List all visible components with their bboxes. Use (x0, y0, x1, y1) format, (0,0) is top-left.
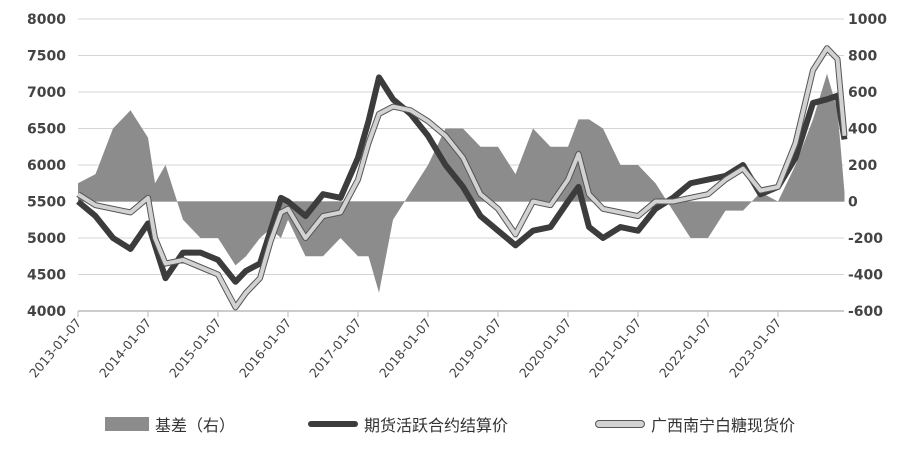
x-tick-label: 2015-01-07 (166, 315, 224, 380)
x-tick-label: 2018-01-07 (376, 315, 434, 380)
legend-swatch-basis (105, 417, 149, 431)
right-tick-label: -600 (848, 304, 883, 320)
legend-label-futures: 期货活跃合约结算价 (364, 416, 509, 435)
left-tick-label: 5000 (27, 231, 66, 247)
legend-label-spot: 广西南宁白糖现货价 (651, 416, 796, 435)
legend-swatch-spot (595, 420, 645, 428)
x-tick-label: 2023-01-07 (726, 315, 784, 380)
left-tick-label: 8000 (27, 12, 66, 28)
right-tick-label: 800 (848, 49, 877, 65)
x-tick-label: 2021-01-07 (586, 315, 644, 380)
spot-line (76, 46, 847, 310)
right-tick-label: 0 (848, 195, 858, 211)
left-tick-label: 4500 (27, 268, 66, 284)
legend-swatch-futures (308, 421, 358, 427)
x-tick-label: 2014-01-07 (96, 315, 154, 380)
left-tick-label: 4000 (27, 304, 66, 320)
x-tick-label: 2016-01-07 (236, 315, 294, 380)
left-tick-label: 6500 (27, 122, 66, 138)
right-tick-label: 1000 (848, 12, 887, 28)
right-tick-label: -400 (848, 268, 883, 284)
legend: 基差（右） 期货活跃合约结算价 广西南宁白糖现货价 (0, 412, 900, 442)
right-tick-label: 600 (848, 85, 877, 101)
x-tick-label: 2013-01-07 (26, 315, 84, 380)
x-tick-label: 2017-01-07 (306, 315, 364, 380)
left-tick-label: 7000 (27, 85, 66, 101)
chart: 400045005000550060006500700075008000-600… (26, 12, 887, 381)
x-tick-label: 2022-01-07 (656, 315, 714, 380)
x-tick-label: 2020-01-07 (516, 315, 574, 380)
x-tick-label: 2019-01-07 (446, 315, 504, 380)
legend-item-spot: 广西南宁白糖现货价 (595, 412, 795, 436)
left-tick-label: 5500 (27, 195, 66, 211)
left-tick-label: 6000 (27, 158, 66, 174)
legend-item-futures: 期货活跃合约结算价 (308, 412, 508, 436)
right-tick-label: -200 (848, 231, 883, 247)
legend-label-basis: 基差（右） (155, 416, 236, 435)
futures-line (76, 74, 848, 285)
left-tick-label: 7500 (27, 49, 66, 65)
right-tick-label: 400 (848, 122, 877, 138)
legend-item-basis: 基差（右） (105, 412, 235, 436)
right-tick-label: 200 (848, 158, 877, 174)
